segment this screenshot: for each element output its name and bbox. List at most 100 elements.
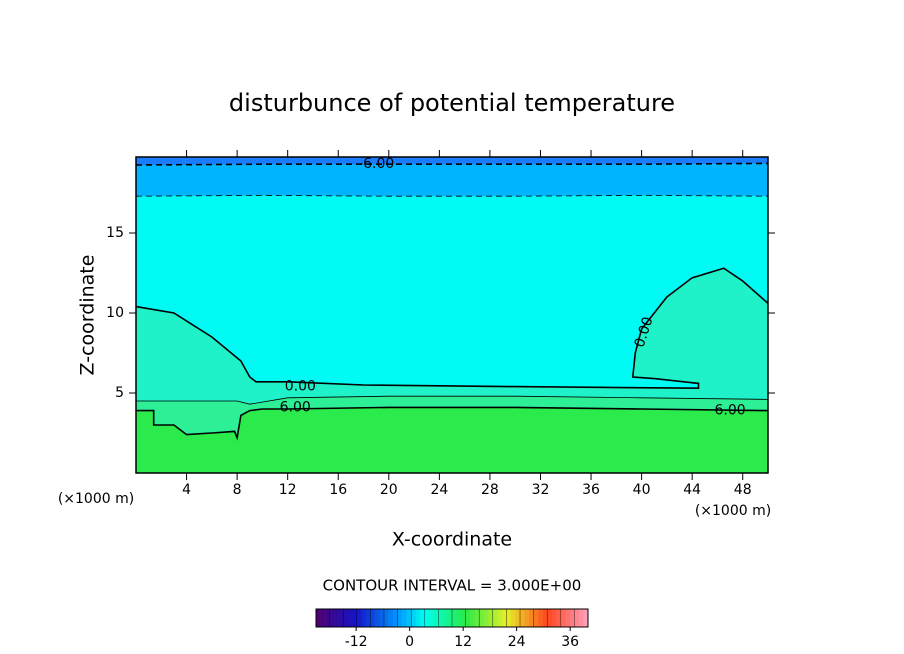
colorbar-cell	[574, 609, 580, 627]
colorbar-cell	[547, 609, 553, 627]
x-tick-label: 44	[683, 482, 701, 498]
x-tick-label: 20	[380, 482, 398, 498]
x-tick-label: 8	[233, 482, 242, 498]
colorbar-cell	[338, 609, 344, 627]
colorbar-cell	[583, 609, 589, 627]
x-tick-label: 36	[582, 482, 600, 498]
x-tick-label: 40	[633, 482, 651, 498]
colorbar-cell	[352, 609, 358, 627]
colorbar-cell	[424, 609, 430, 627]
colorbar-cell	[365, 609, 371, 627]
colorbar-cell	[479, 609, 485, 627]
colorbar-cell	[329, 609, 335, 627]
colorbar-cell	[442, 609, 448, 627]
contour-label: -6.00	[358, 156, 394, 172]
x-tick-label: 32	[532, 482, 550, 498]
x-tick-label: 28	[481, 482, 499, 498]
contour-label: 0.00	[285, 379, 316, 395]
colorbar-cell	[370, 609, 376, 627]
colorbar-cell	[492, 609, 498, 627]
colorbar-cell	[411, 609, 417, 627]
colorbar-cell	[533, 609, 539, 627]
contour-line	[135, 162, 769, 166]
colorbar-cell	[565, 609, 571, 627]
contour-label: 6.00	[714, 403, 745, 419]
plot-area	[135, 157, 769, 473]
colorbar-cell	[415, 609, 421, 627]
colorbar-cell	[488, 609, 494, 627]
colorbar-tick-label: 12	[454, 634, 472, 650]
x-unit-right: (×1000 m)	[695, 503, 771, 519]
colorbar-cell	[402, 609, 407, 627]
colorbar-cell	[520, 609, 525, 627]
band-fill	[136, 407, 768, 473]
chart-title: disturbunce of potential temperature	[229, 89, 675, 117]
colorbar-frame	[315, 608, 589, 628]
colorbar-cell	[347, 609, 353, 627]
colorbar-cell	[474, 609, 480, 627]
colorbar-cell	[538, 609, 543, 627]
colorbar-cell	[560, 609, 566, 627]
colorbar-cell	[470, 609, 475, 627]
colorbar-cell	[325, 609, 330, 627]
colorbar-cell	[374, 609, 380, 627]
contour-line	[135, 194, 769, 197]
colorbar-cell	[420, 609, 426, 627]
x-tick-label: 12	[279, 482, 297, 498]
colorbar-cell	[316, 609, 321, 627]
colorbar-cell	[379, 609, 385, 627]
colorbar-cell	[356, 609, 362, 627]
colorbar-tick-label: 36	[561, 634, 579, 650]
colorbar-cell	[524, 609, 530, 627]
y-tick-label: 15	[106, 225, 124, 241]
colorbar-cell	[501, 609, 507, 627]
colorbar-tick-label: 0	[405, 634, 414, 650]
colorbar-cell	[510, 609, 516, 627]
y-axis-label: Z-coordinate	[77, 255, 99, 376]
colorbar-cell	[320, 609, 326, 627]
colorbar-cell	[429, 609, 435, 627]
colorbar-cell	[384, 609, 389, 627]
colorbar-cell	[551, 609, 557, 627]
colorbar-cell	[438, 609, 444, 627]
plot-frame	[135, 156, 769, 474]
colorbar-cell	[578, 609, 584, 627]
colorbar-cell	[542, 609, 548, 627]
colorbar-cell	[456, 609, 462, 627]
colorbar-cell	[361, 609, 367, 627]
contour-line	[135, 267, 769, 390]
colorbar-cell	[388, 609, 394, 627]
colorbar-cell	[461, 609, 466, 627]
colorbar-cell	[406, 609, 412, 627]
x-tick-label: 24	[430, 482, 448, 498]
x-unit-left: (×1000 m)	[58, 491, 134, 507]
colorbar-cell	[483, 609, 489, 627]
contour-interval: CONTOUR INTERVAL = 3.000E+00	[323, 577, 582, 595]
colorbar-cell	[433, 609, 439, 627]
colorbar-cell	[529, 609, 534, 627]
contour-line	[136, 395, 769, 405]
x-tick-label: 48	[734, 482, 752, 498]
x-tick-label: 4	[182, 482, 191, 498]
colorbar-tick-label: 24	[508, 634, 526, 650]
contour-line	[136, 406, 769, 441]
colorbar-cell	[515, 609, 521, 627]
colorbar-cell	[556, 609, 562, 627]
colorbar-cell	[393, 609, 398, 627]
colorbar-cell	[569, 609, 575, 627]
colorbar-cell	[506, 609, 512, 627]
colorbar-cell	[343, 609, 349, 627]
colorbar-cell	[452, 609, 457, 627]
x-tick-label: 16	[329, 482, 347, 498]
x-axis-label: X-coordinate	[392, 529, 512, 551]
colorbar-tick-label: -12	[345, 634, 368, 650]
colorbar-cell	[397, 609, 403, 627]
contour-label: 6.00	[280, 399, 311, 415]
y-tick-label: 10	[106, 305, 124, 321]
colorbar-cell	[447, 609, 453, 627]
colorbar-cell	[497, 609, 503, 627]
y-tick-label: 5	[115, 385, 124, 401]
colorbar-cell	[334, 609, 339, 627]
colorbar-cell	[465, 609, 471, 627]
